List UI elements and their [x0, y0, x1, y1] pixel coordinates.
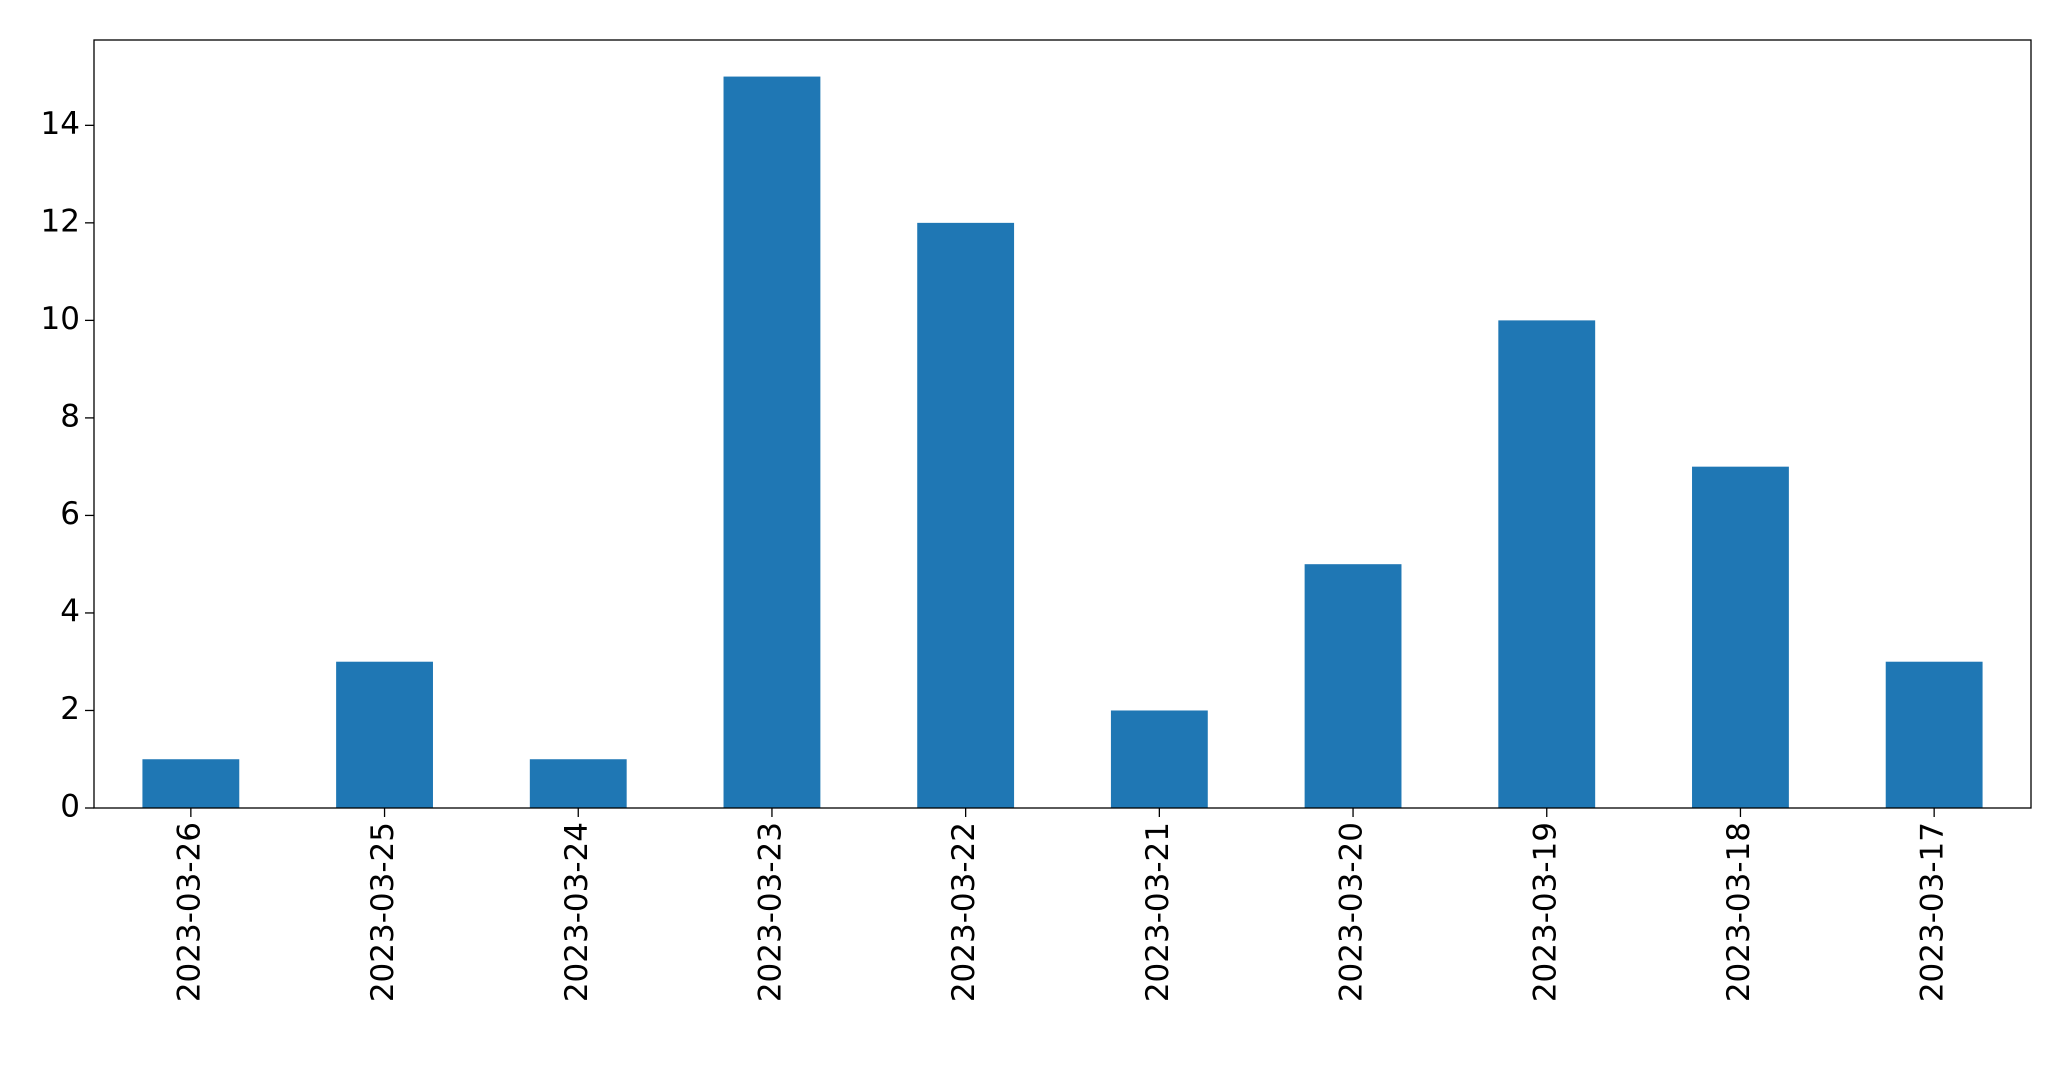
bar	[1304, 564, 1402, 808]
x-tick-label: 2023-03-22	[946, 822, 982, 1002]
x-tick-label: 2023-03-26	[171, 822, 207, 1002]
y-tick-label: 8	[60, 398, 80, 434]
x-tick-label: 2023-03-17	[1915, 822, 1951, 1002]
y-tick-label: 6	[60, 496, 80, 532]
y-tick-label: 10	[41, 301, 80, 337]
bar	[723, 76, 821, 809]
bar	[1692, 466, 1789, 808]
plot-frame	[93, 39, 2032, 809]
bar	[1885, 661, 1983, 808]
x-tick-label: 2023-03-24	[559, 822, 595, 1002]
bar	[1110, 710, 1208, 808]
x-tick-label: 2023-03-18	[1721, 822, 1757, 1002]
x-tick-label: 2023-03-25	[365, 822, 401, 1002]
bar	[917, 222, 1015, 808]
y-tick-label: 4	[60, 593, 80, 629]
y-tick-label: 2	[60, 691, 80, 727]
bar	[529, 759, 627, 808]
y-tick-label: 0	[60, 789, 80, 825]
x-tick-label: 2023-03-20	[1334, 822, 1370, 1002]
bar	[142, 759, 240, 808]
bar	[336, 661, 433, 808]
y-tick-label: 14	[41, 106, 80, 142]
x-tick-label: 2023-03-23	[752, 822, 788, 1002]
bar	[1498, 320, 1596, 808]
y-tick-label: 12	[41, 203, 80, 239]
x-tick-label: 2023-03-21	[1140, 822, 1176, 1002]
x-tick-label: 2023-03-19	[1527, 822, 1563, 1002]
